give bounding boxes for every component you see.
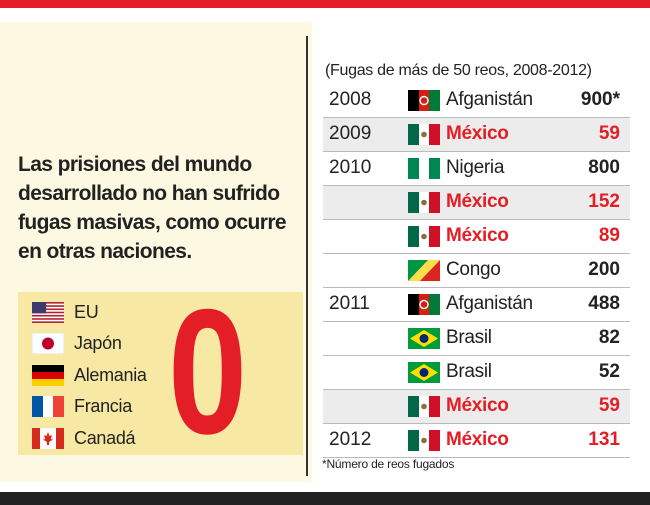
- divider-line: [306, 36, 308, 476]
- row-value: 59: [598, 123, 620, 144]
- table-row: 2012 México 131: [323, 424, 630, 458]
- row-year: 2008: [329, 89, 372, 110]
- france-flag-icon: [32, 396, 64, 417]
- row-year: 2011: [329, 293, 370, 314]
- row-country: México: [446, 395, 509, 416]
- row-value: 900*: [580, 89, 620, 110]
- mexico-flag-icon: [408, 430, 440, 451]
- row-country: México: [446, 191, 509, 212]
- zero-value: 0: [168, 272, 247, 471]
- row-country: México: [446, 225, 509, 246]
- row-year: 2012: [329, 429, 372, 450]
- row-value: 131: [588, 429, 620, 450]
- row-value: 59: [598, 395, 620, 416]
- afghanistan-flag-icon: [408, 294, 440, 315]
- row-value: 52: [598, 361, 620, 382]
- afghanistan-flag-icon: [408, 90, 440, 111]
- brazil-flag-icon: [408, 362, 440, 383]
- headline: Las prisiones del mundo desarrollado no …: [18, 153, 287, 263]
- zero-escapes-box: EU Japón Alemania Francia Canadá 0: [18, 282, 303, 462]
- row-country: Afganistán: [446, 293, 533, 314]
- zero-country-item: Francia: [32, 396, 132, 418]
- row-year: 2009: [329, 123, 372, 144]
- zero-country-item: Canadá: [32, 427, 136, 449]
- row-country: México: [446, 429, 509, 450]
- row-value: 488: [588, 293, 620, 314]
- brazil-flag-icon: [408, 328, 440, 349]
- zero-country-item: Japón: [32, 333, 122, 355]
- country-name: Canadá: [74, 427, 136, 448]
- table-row: 2009 México 59: [323, 118, 630, 152]
- row-country: Brasil: [446, 327, 492, 348]
- row-country: Nigeria: [446, 157, 505, 178]
- nigeria-flag-icon: [408, 158, 440, 179]
- country-name: Francia: [74, 396, 132, 416]
- table-row: 2011 Afganistán 488: [323, 288, 630, 322]
- mexico-flag-icon: [408, 192, 440, 213]
- table-row: México 152: [323, 186, 630, 220]
- top-red-bar: [0, 0, 650, 8]
- row-year: 2010: [329, 157, 372, 178]
- table-row: Congo 200: [323, 254, 630, 288]
- mexico-flag-icon: [408, 226, 440, 247]
- table-row: México 89: [323, 220, 630, 254]
- zero-country-item: EU: [32, 301, 99, 323]
- country-name: Japón: [74, 333, 122, 353]
- mexico-flag-icon: [408, 124, 440, 145]
- row-value: 82: [598, 327, 620, 348]
- usa-flag-icon: [32, 301, 64, 323]
- row-country: Afganistán: [446, 89, 533, 110]
- row-value: 89: [598, 225, 620, 246]
- footnote: *Número de reos fugados: [322, 457, 455, 471]
- table-title: (Fugas de más de 50 reos, 2008-2012): [325, 62, 592, 79]
- germany-flag-icon: [32, 364, 64, 386]
- congo-flag-icon: [408, 260, 440, 281]
- row-country: México: [446, 123, 509, 144]
- table-row: Brasil 82: [323, 322, 630, 356]
- japan-flag-icon: [32, 333, 64, 354]
- table-row: 2010 Nigeria 800: [323, 152, 630, 186]
- table-row: Brasil 52: [323, 356, 630, 390]
- country-name: Alemania: [74, 364, 147, 385]
- row-value: 152: [588, 191, 620, 212]
- row-value: 800: [588, 157, 620, 178]
- table-row: 2008 Afganistán 900*: [323, 84, 630, 118]
- canada-flag-icon: [32, 427, 64, 449]
- bottom-dark-bar: [0, 492, 650, 505]
- mexico-flag-icon: [408, 396, 440, 417]
- row-country: Congo: [446, 259, 501, 280]
- country-name: EU: [74, 301, 99, 322]
- zero-country-item: Alemania: [32, 364, 147, 386]
- row-value: 200: [588, 259, 620, 280]
- table-row: México 59: [323, 390, 630, 424]
- row-country: Brasil: [446, 361, 492, 382]
